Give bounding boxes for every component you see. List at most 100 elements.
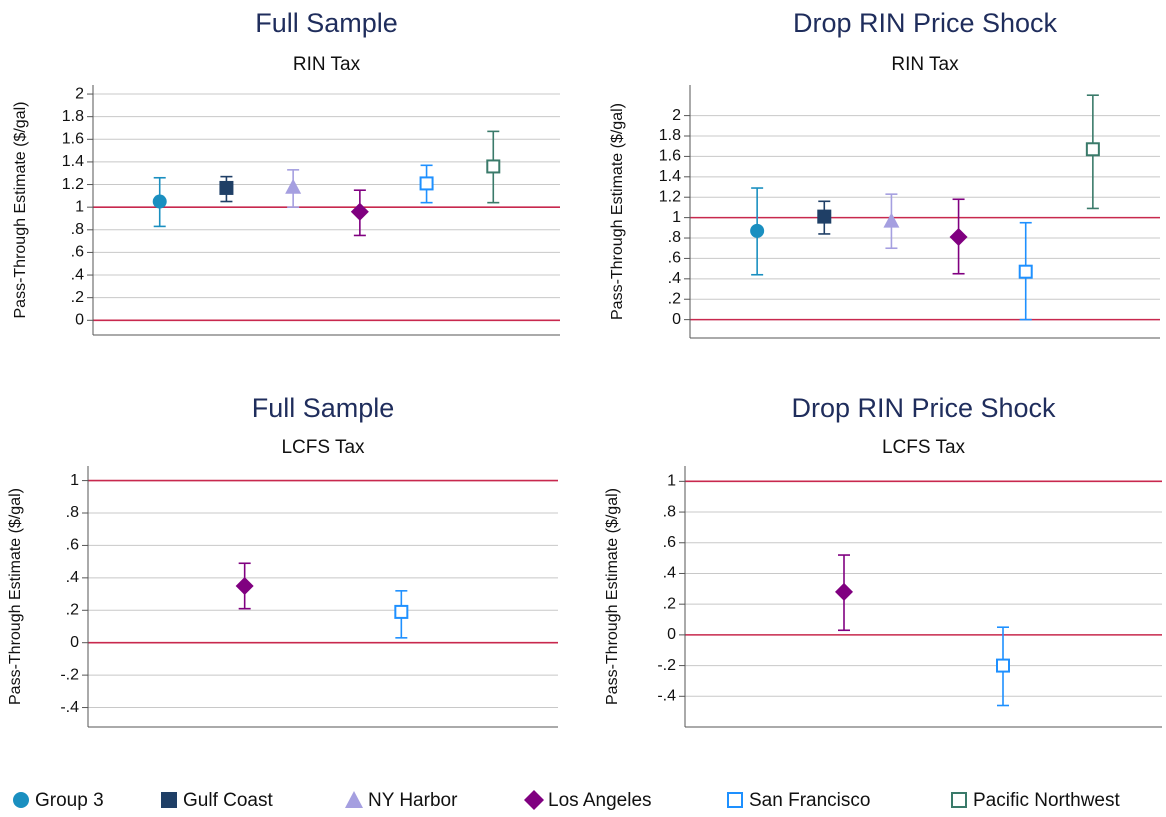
y-axis-label: Pass-Through Estimate ($/gal) [7, 488, 24, 705]
legend-item: Los Angeles [524, 790, 652, 811]
y-tick-label: .6 [668, 250, 681, 267]
panel-title: Drop RIN Price Shock [793, 8, 1058, 38]
legend-item: NY Harbor [345, 790, 458, 811]
marker [219, 180, 234, 195]
marker [394, 604, 409, 619]
marker [13, 792, 29, 808]
y-tick-label: .4 [71, 266, 84, 283]
y-tick-label: 1 [70, 472, 79, 489]
panel-subtitle: LCFS Tax [882, 437, 966, 458]
marker [285, 178, 302, 194]
series: Los Angeles [949, 198, 968, 275]
panel-subtitle: RIN Tax [293, 54, 361, 75]
y-tick-label: 1.4 [659, 168, 681, 185]
series: Pacific Northwest [1085, 94, 1100, 210]
y-tick-label: .2 [71, 289, 84, 306]
y-tick-label: -.2 [60, 666, 79, 683]
y-tick-label: -.4 [60, 699, 79, 716]
panel-title: Drop RIN Price Shock [791, 393, 1056, 423]
panel-title: Full Sample [255, 8, 398, 38]
series: San Francisco [394, 590, 409, 639]
y-tick-label: 1.2 [62, 176, 84, 193]
marker [152, 194, 167, 209]
marker [1085, 142, 1100, 157]
y-tick-label: .8 [71, 221, 84, 238]
marker [524, 790, 544, 810]
y-tick-label: .8 [663, 503, 676, 520]
panel: Drop RIN Price Shock RIN Tax Pass-Through … [609, 8, 1160, 339]
y-tick-label: 0 [75, 312, 84, 329]
y-tick-label: 1.6 [659, 148, 681, 165]
y-tick-label: 1.6 [62, 131, 84, 148]
y-tick-label: .4 [668, 270, 681, 287]
marker [750, 223, 765, 238]
y-tick-label: .2 [66, 601, 79, 618]
marker [419, 176, 434, 191]
legend-label: Los Angeles [548, 790, 652, 811]
y-tick-label: -.4 [657, 688, 676, 705]
marker [817, 209, 832, 224]
y-tick-label: 0 [70, 634, 79, 651]
legend-label: Pacific Northwest [973, 790, 1120, 811]
marker-bg [997, 659, 1009, 672]
marker-bg [1086, 143, 1099, 156]
series: NY Harbor [883, 193, 900, 250]
series: Group 3 [152, 176, 167, 228]
marker-bg [1019, 265, 1032, 278]
y-tick-label: .6 [663, 534, 676, 551]
series: San Francisco [1018, 221, 1033, 321]
y-axis-label: Pass-Through Estimate ($/gal) [12, 102, 29, 319]
marker [996, 658, 1010, 673]
series: Group 3 [750, 187, 765, 276]
marker [835, 582, 853, 601]
y-tick-label: .4 [663, 565, 676, 582]
y-tick-label: 1.8 [659, 127, 681, 144]
legend-item: Pacific Northwest [951, 790, 1120, 811]
panel: Full Sample LCFS Tax Pass-Through Estimate… [7, 393, 558, 728]
y-axis-label: Pass-Through Estimate ($/gal) [604, 488, 621, 705]
panel: Drop RIN Price Shock LCFS Tax Pass-Through… [604, 393, 1162, 728]
marker [727, 792, 743, 808]
y-tick-label: -.2 [657, 657, 676, 674]
y-tick-label: .6 [66, 537, 79, 554]
series: Gulf Coast [817, 200, 832, 235]
legend-item: San Francisco [727, 790, 870, 811]
panel-title: Full Sample [252, 393, 395, 423]
marker [949, 228, 968, 247]
legend-label: NY Harbor [368, 790, 458, 811]
marker [883, 212, 900, 228]
marker [486, 159, 501, 174]
series: Pacific Northwest [486, 130, 501, 204]
y-tick-label: .6 [71, 244, 84, 261]
series: Los Angeles [235, 562, 254, 610]
legend-label: Gulf Coast [183, 790, 273, 811]
y-tick-label: .4 [66, 569, 79, 586]
panel-subtitle: LCFS Tax [281, 437, 365, 458]
y-tick-label: 0 [672, 311, 681, 328]
y-tick-label: 1.4 [62, 153, 84, 170]
panel-subtitle: RIN Tax [891, 54, 959, 75]
y-tick-label: 0 [667, 626, 676, 643]
marker-bg [395, 605, 408, 618]
y-tick-label: 1.8 [62, 108, 84, 125]
series: NY Harbor [285, 169, 302, 208]
marker [951, 792, 967, 808]
y-tick-label: 1 [672, 209, 681, 226]
marker [1018, 264, 1033, 279]
y-tick-label: 1.2 [659, 188, 681, 205]
y-tick-label: 2 [75, 85, 84, 102]
marker [161, 792, 177, 808]
y-tick-label: 1 [667, 473, 676, 490]
legend-label: Group 3 [35, 790, 104, 811]
y-tick-label: .8 [668, 229, 681, 246]
marker [350, 202, 369, 221]
y-tick-label: .2 [663, 595, 676, 612]
marker-bg [487, 160, 500, 173]
y-tick-label: .2 [668, 290, 681, 307]
series: Los Angeles [350, 189, 369, 237]
series: San Francisco [419, 164, 434, 204]
panel: Full Sample RIN Tax Pass-Through Estimate … [12, 8, 560, 336]
legend-item: Gulf Coast [161, 790, 273, 811]
y-axis-label: Pass-Through Estimate ($/gal) [609, 103, 626, 320]
